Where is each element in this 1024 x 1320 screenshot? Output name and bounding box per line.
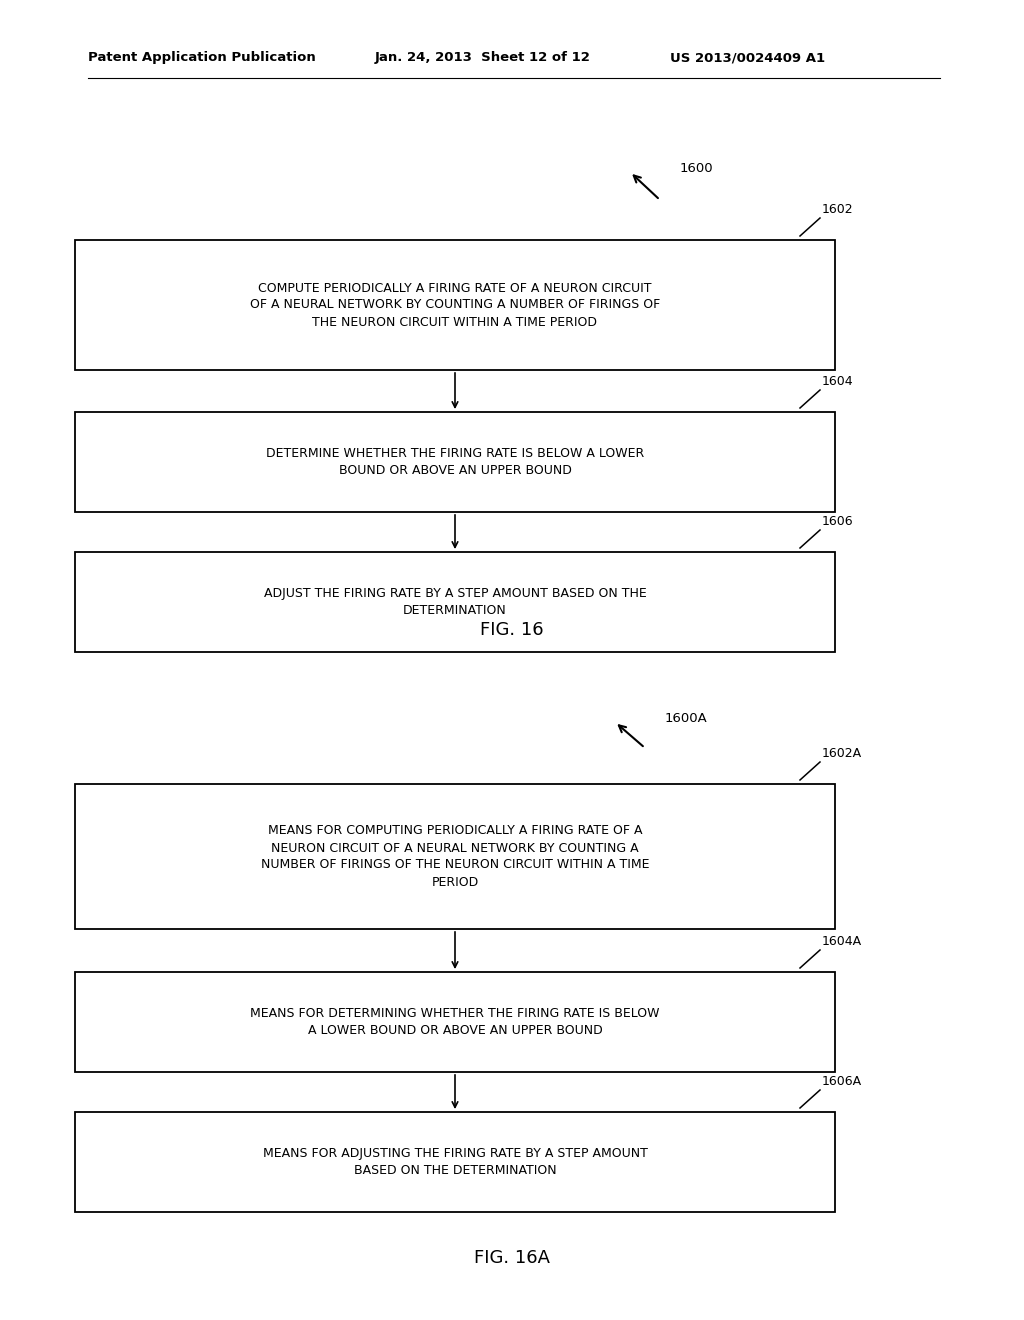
- Text: 1606: 1606: [822, 515, 854, 528]
- Bar: [75, 1111, 835, 1212]
- Text: 1600A: 1600A: [665, 711, 708, 725]
- Text: 1600: 1600: [680, 161, 714, 174]
- Text: 1604A: 1604A: [822, 935, 862, 948]
- Bar: [75, 412, 835, 512]
- Text: DETERMINE WHETHER THE FIRING RATE IS BELOW A LOWER
BOUND OR ABOVE AN UPPER BOUND: DETERMINE WHETHER THE FIRING RATE IS BEL…: [266, 447, 644, 477]
- Text: MEANS FOR DETERMINING WHETHER THE FIRING RATE IS BELOW
A LOWER BOUND OR ABOVE AN: MEANS FOR DETERMINING WHETHER THE FIRING…: [250, 1007, 659, 1038]
- Text: 1604: 1604: [822, 375, 854, 388]
- Bar: [75, 240, 835, 370]
- Text: 1602A: 1602A: [822, 747, 862, 760]
- Bar: [75, 552, 835, 652]
- Text: Patent Application Publication: Patent Application Publication: [88, 51, 315, 65]
- Text: 1606A: 1606A: [822, 1074, 862, 1088]
- Text: FIG. 16: FIG. 16: [480, 620, 544, 639]
- Text: 1602: 1602: [822, 203, 854, 216]
- Text: Jan. 24, 2013  Sheet 12 of 12: Jan. 24, 2013 Sheet 12 of 12: [375, 51, 591, 65]
- Bar: [75, 972, 835, 1072]
- Text: ADJUST THE FIRING RATE BY A STEP AMOUNT BASED ON THE
DETERMINATION: ADJUST THE FIRING RATE BY A STEP AMOUNT …: [263, 587, 646, 616]
- Bar: [75, 784, 835, 929]
- Text: FIG. 16A: FIG. 16A: [474, 1249, 550, 1267]
- Text: US 2013/0024409 A1: US 2013/0024409 A1: [670, 51, 825, 65]
- Text: COMPUTE PERIODICALLY A FIRING RATE OF A NEURON CIRCUIT
OF A NEURAL NETWORK BY CO: COMPUTE PERIODICALLY A FIRING RATE OF A …: [250, 281, 660, 329]
- Text: MEANS FOR COMPUTING PERIODICALLY A FIRING RATE OF A
NEURON CIRCUIT OF A NEURAL N: MEANS FOR COMPUTING PERIODICALLY A FIRIN…: [261, 825, 649, 888]
- Text: MEANS FOR ADJUSTING THE FIRING RATE BY A STEP AMOUNT
BASED ON THE DETERMINATION: MEANS FOR ADJUSTING THE FIRING RATE BY A…: [262, 1147, 647, 1177]
